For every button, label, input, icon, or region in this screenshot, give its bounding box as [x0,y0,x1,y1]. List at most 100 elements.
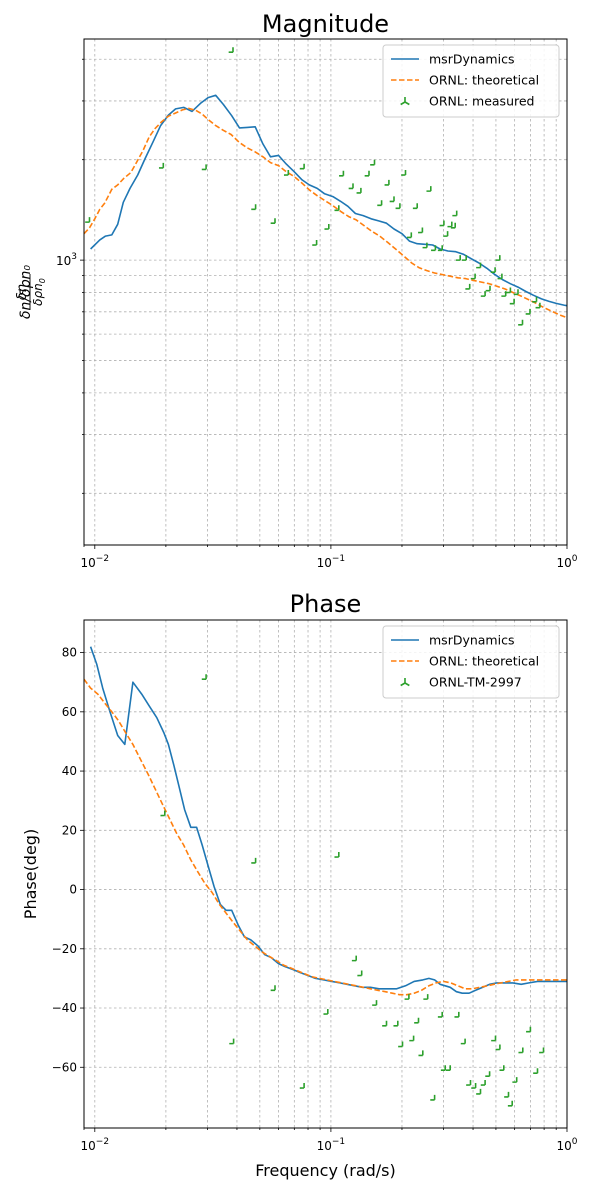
data-point [382,1020,388,1027]
legend-label: msrDynamics [429,52,514,67]
phase-plot: 10−2 10−1 100806040200−20−40−60PhasePhase(… [21,590,578,1180]
series-group [84,47,567,326]
data-point [251,204,257,211]
y-tick-label: 0 [69,883,77,897]
plot-frame [83,38,568,546]
y-label-numerator: δn [15,284,30,300]
series-line-ornl-theoretical [84,678,567,996]
data-point [409,1035,415,1042]
data-point [431,245,437,252]
data-point [447,221,453,228]
x-tick-label-base: 10 [317,556,332,570]
data-point [370,159,376,166]
data-point [437,1011,443,1018]
data-point [160,810,166,817]
y-axis-label: Phase(deg) [21,829,40,919]
data-point [533,1068,539,1075]
data-point [465,283,471,290]
series-line-ornl-theoretical [84,107,567,319]
legend-label: ORNL: measured [429,94,534,109]
data-point [414,1017,420,1024]
data-point [460,1038,466,1045]
data-point [364,170,370,177]
grid-lines [83,620,568,1128]
data-point [495,1044,501,1051]
y-tick-label: 80 [62,646,77,660]
data-point [440,1065,446,1072]
data-point [532,296,538,303]
data-point [270,985,276,992]
data-point [398,1041,404,1048]
data-point [377,200,383,207]
data-point [504,1091,510,1098]
data-point [509,298,515,305]
x-tick-label-base: 10 [81,1139,96,1153]
data-point [437,245,443,252]
data-point [384,179,390,186]
y-label-subscript: 0 [38,278,47,283]
data-point [497,273,503,280]
data-point [393,1020,399,1027]
y-tick-label: −20 [52,942,77,956]
y-tick-label-exp: 3 [71,252,77,262]
legend-label: ORNL: theoretical [429,73,539,88]
data-point [490,267,496,274]
y-tick-label: 40 [62,764,77,778]
data-point [461,255,467,261]
data-point [323,1009,329,1015]
data-point [518,1047,524,1054]
x-tick-label: 10−2 [81,1137,110,1153]
data-point [339,170,345,177]
y-tick-label: 20 [62,823,77,837]
data-point [334,852,340,858]
legend: msrDynamics ORNL: theoretical ORNL-TM-2997 [382,625,560,699]
data-point [357,970,363,977]
data-point [229,1038,235,1045]
y-tick-label: −40 [52,1001,77,1015]
data-point [485,1071,491,1078]
data-point [471,1083,477,1089]
x-tick-label-exp: −1 [332,554,345,564]
legend-box [382,625,560,699]
data-point [491,1035,497,1042]
data-point [470,273,476,280]
data-point [299,163,305,170]
x-tick-label-exp: 0 [572,554,578,564]
data-point [526,1026,532,1033]
data-point [158,162,165,169]
data-point [85,217,91,223]
data-point [406,232,413,239]
x-tick-label-exp: −2 [96,554,109,564]
x-tick-label-base: 10 [317,1139,332,1153]
data-point [507,1100,513,1107]
data-point [201,164,207,171]
x-tick-label-base: 10 [81,556,96,570]
x-tick-label-base: 10 [556,1139,571,1153]
data-point [512,1077,518,1083]
data-point [476,262,482,269]
x-tick-label-exp: 0 [572,1137,578,1147]
data-point [201,674,207,681]
x-tick-label-exp: −1 [332,1137,345,1147]
legend-marker [400,97,410,106]
data-point [450,222,456,229]
y-label-denominator: δρn0 [31,278,47,306]
data-point [401,170,407,176]
legend: msrDynamics ORNL: theoretical ORNL: measur… [382,44,560,118]
data-point [480,1080,486,1086]
data-point [351,955,357,962]
data-point [422,242,428,249]
data-point [395,203,401,210]
legend-label: ORNL-TM-2997 [429,675,522,690]
data-point [506,287,512,294]
x-tick-label: 10−1 [317,1137,346,1153]
data-point [251,857,257,864]
plot-frame [83,619,568,1129]
x-tick-label-base: 10 [556,556,571,570]
legend-label: msrDynamics [429,633,514,648]
data-point [485,285,491,292]
